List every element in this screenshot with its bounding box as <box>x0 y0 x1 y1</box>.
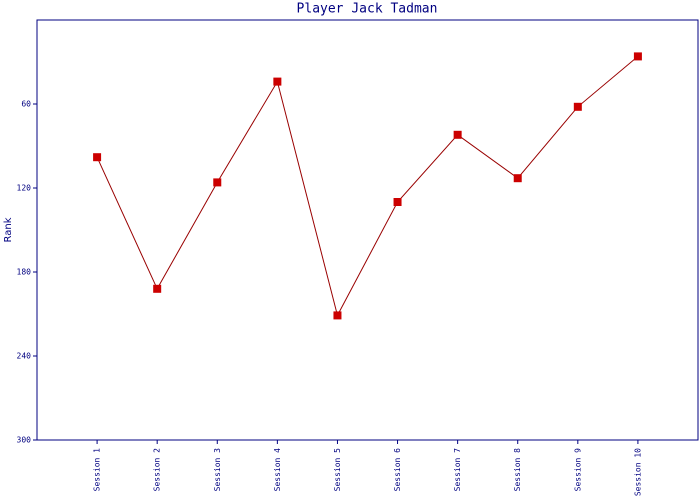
marker <box>273 77 282 86</box>
marker <box>633 52 642 61</box>
y-tick-label: 240 <box>17 352 32 361</box>
y-tick-label: 300 <box>17 436 32 445</box>
marker <box>213 178 222 187</box>
marker <box>393 198 402 206</box>
y-tick-label: 120 <box>17 184 32 193</box>
x-tick-label: Session 2 <box>153 448 162 492</box>
y-tick-label: 60 <box>21 100 31 109</box>
marker <box>453 130 462 139</box>
x-tick-label: Session 10 <box>633 448 642 496</box>
x-tick-label: Session 7 <box>453 448 462 492</box>
x-tick-label: Session 5 <box>333 448 342 492</box>
x-tick-label: Session 6 <box>393 448 402 492</box>
marker <box>333 311 342 320</box>
marker <box>153 284 162 293</box>
line <box>96 56 639 317</box>
x-tick-label: Session 3 <box>213 448 222 492</box>
x-tick-label: Session 8 <box>513 448 522 492</box>
x-tick-label: Session 4 <box>273 448 282 492</box>
chart-title: Player Jack Tadman <box>297 2 438 17</box>
y-tick-label: 180 <box>17 268 32 277</box>
marker <box>513 174 522 183</box>
y-axis-label: Rank <box>3 217 14 242</box>
x-tick-label: Session 9 <box>573 448 582 492</box>
plot-frame <box>36 19 699 441</box>
marker <box>93 153 102 162</box>
marker <box>573 102 582 111</box>
x-tick-label: Session 1 <box>93 448 102 492</box>
